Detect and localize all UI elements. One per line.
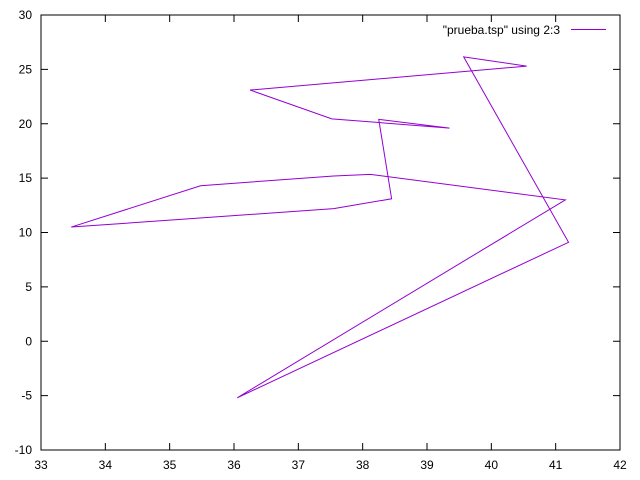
y-tick-label: 20 [19,117,33,131]
x-tick-label: 33 [34,458,48,472]
x-tick-label: 34 [99,458,113,472]
legend-label: "prueba.tsp" using 2:3 [443,23,561,37]
series-line [71,56,570,399]
x-tick-label: 39 [420,458,434,472]
x-tick-label: 35 [163,458,177,472]
x-tick-label: 41 [549,458,563,472]
y-tick-label: 30 [19,8,33,22]
y-tick-label: 10 [19,226,33,240]
x-tick-label: 42 [613,458,627,472]
y-tick-label: 5 [25,280,32,294]
x-tick-label: 38 [356,458,370,472]
y-tick-label: -10 [15,443,33,457]
y-axis-tick-labels: -10 -5 0 5 10 15 20 25 30 [15,8,33,457]
x-tick-label: 40 [485,458,499,472]
legend: "prueba.tsp" using 2:3 [443,23,606,37]
x-tick-label: 36 [227,458,241,472]
plot-frame [40,14,621,451]
series-layer [71,56,570,399]
y-tick-label: -5 [21,389,32,403]
x-axis-tick-labels: 33 34 35 36 37 38 39 40 41 42 [34,458,627,472]
y-tick-label: 15 [19,171,33,185]
y-tick-label: 0 [25,334,32,348]
y-tick-label: 25 [19,62,33,76]
x-tick-label: 37 [292,458,306,472]
